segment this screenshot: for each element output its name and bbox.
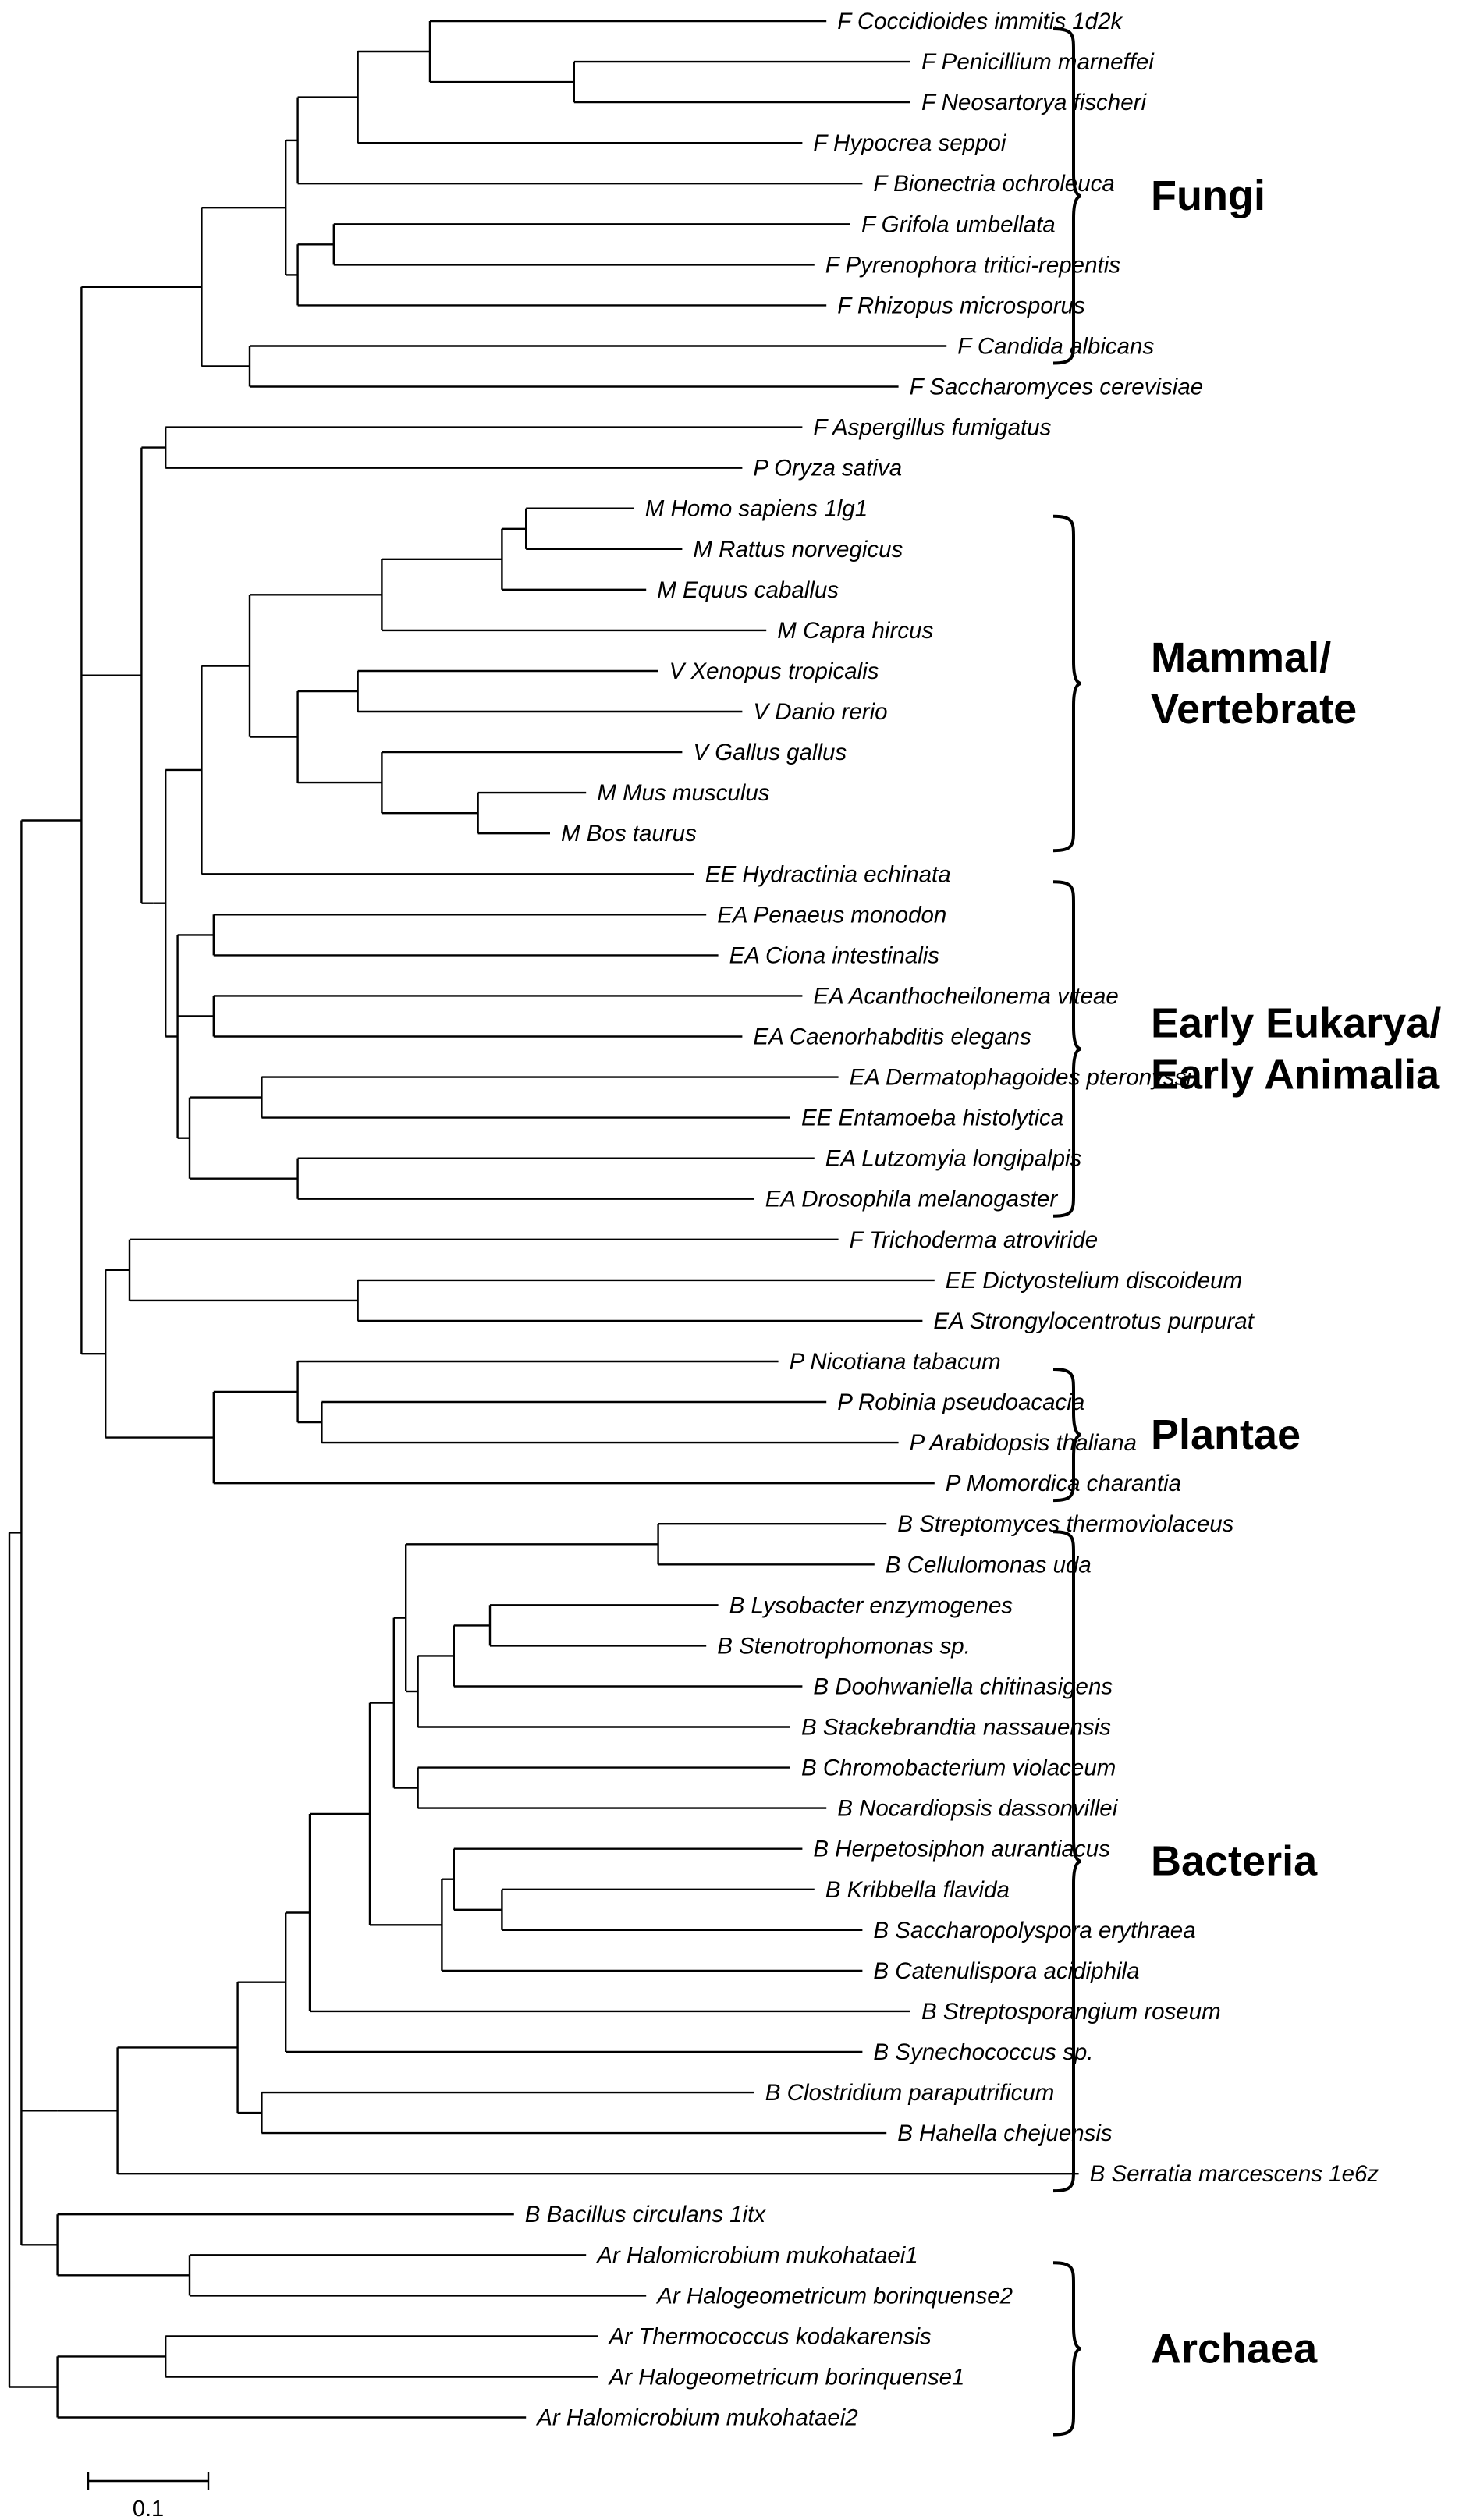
taxon-label: EA Acanthocheilonema viteae [813, 983, 1118, 1009]
taxon-label: EA Ciona intestinalis [729, 942, 940, 968]
taxon-label: EE Hydractinia echinata [705, 861, 951, 887]
taxon-label: EA Caenorhabditis elegans [753, 1024, 1031, 1050]
group-brace [1052, 1530, 1082, 2193]
taxon-label: V Gallus gallus [693, 740, 847, 765]
taxon-label: B Clostridium paraputrificum [765, 2080, 1055, 2106]
taxon-label: B Bacillus circulans 1itx [525, 2202, 766, 2227]
tree-branches [8, 20, 1079, 2419]
taxon-label: M Bos taurus [561, 821, 697, 847]
taxon-label: P Oryza sativa [753, 456, 902, 481]
taxon-label: Ar Halogeometricum borinquense1 [608, 2365, 965, 2390]
group-label: Early Eukarya/Early Animalia [1151, 1000, 1441, 1099]
group-label: Archaea [1151, 2325, 1318, 2372]
group-label: Fungi [1151, 172, 1265, 219]
taxon-label: B Stackebrandtia nassauensis [801, 1715, 1111, 1741]
taxon-label: M Mus musculus [597, 780, 770, 806]
group-brace [1052, 1367, 1082, 1503]
taxon-label: F Grifola umbellata [861, 211, 1056, 237]
taxon-label: M Homo sapiens 1lg1 [645, 496, 868, 522]
taxon-label: P Arabidopsis thaliana [910, 1430, 1137, 1456]
taxon-label: B Hahella chejuensis [897, 2121, 1113, 2146]
taxon-label: B Doohwaniella chitinasigens [813, 1674, 1113, 1700]
taxon-label: Ar Halogeometricum borinquense2 [655, 2283, 1013, 2309]
taxon-label: M Rattus norvegicus [693, 537, 903, 563]
taxon-label: F Rhizopus microsporus [837, 293, 1085, 318]
taxon-label: M Equus caballus [657, 577, 839, 603]
group-brace [1052, 880, 1082, 1218]
taxon-label: Ar Halomicrobium mukohataei1 [595, 2242, 918, 2268]
taxon-label: B Serratia marcescens 1e6z [1090, 2161, 1379, 2187]
taxon-label: B Synechococcus sp. [873, 2039, 1093, 2065]
group-label: Plantae [1151, 1411, 1301, 1458]
taxon-label: B Herpetosiphon aurantiacus [813, 1837, 1110, 1862]
taxon-label: EA Lutzomyia longipalpis [825, 1146, 1082, 1172]
taxon-label: F Pyrenophora tritici-repentis [825, 252, 1120, 278]
group-brackets: Fungi Mammal/Vertebrate Early Eukarya/Earl… [1052, 27, 1441, 2437]
taxon-label: EA Dermatophagoides pteronyssi [850, 1065, 1193, 1091]
taxon-label: F Bionectria ochroleuca [873, 171, 1114, 197]
scale-bar: 0.1 [87, 2472, 210, 2520]
taxon-label: Ar Thermococcus kodakarensis [608, 2323, 932, 2349]
taxon-label: F Trichoderma atroviride [850, 1227, 1099, 1253]
taxon-label: B Lysobacter enzymogenes [729, 1592, 1013, 1618]
taxon-label: B Catenulispora acidiphila [873, 1958, 1139, 1984]
group-brace [1052, 27, 1082, 365]
taxon-label: F Hypocrea seppoi [813, 130, 1007, 156]
taxon-label: F Neosartorya fischeri [921, 90, 1147, 115]
taxon-label: F Saccharomyces cerevisiae [910, 374, 1204, 400]
taxon-label: EA Strongylocentrotus purpurat [933, 1308, 1255, 1334]
taxon-label: B Nocardiopsis dassonvillei [837, 1796, 1119, 1822]
group-label: Bacteria [1151, 1838, 1318, 1885]
taxon-label: V Xenopus tropicalis [669, 658, 879, 684]
taxon-label: Ar Halomicrobium mukohataei2 [535, 2405, 858, 2431]
taxon-label: B Stenotrophomonas sp. [717, 1633, 971, 1659]
taxon-label: EE Dictyostelium discoideum [946, 1268, 1242, 1294]
taxon-label: P Momordica charantia [946, 1471, 1181, 1496]
group-brace [1052, 2261, 1082, 2437]
scale-bar-label: 0.1 [133, 2497, 164, 2520]
taxon-label: F Penicillium marneffei [921, 49, 1155, 75]
taxon-label: F Coccidioides immitis 1d2k [837, 9, 1123, 34]
taxon-label: P Nicotiana tabacum [790, 1349, 1001, 1375]
taxon-label: P Robinia pseudoacacia [837, 1390, 1084, 1415]
taxon-label: EE Entamoeba histolytica [801, 1106, 1063, 1131]
taxon-label: V Danio rerio [753, 699, 887, 725]
taxon-label: B Saccharopolyspora erythraea [873, 1918, 1195, 1943]
taxon-label: B Cellulomonas uda [886, 1552, 1092, 1578]
taxon-label: EA Drosophila melanogaster [765, 1187, 1059, 1212]
group-label: Mammal/Vertebrate [1151, 634, 1357, 733]
taxon-labels: F Coccidioides immitis 1d2k F Penicillium… [525, 9, 1379, 2431]
taxon-label: B Streptosporangium roseum [921, 1999, 1221, 2025]
taxon-label: F Aspergillus fumigatus [813, 415, 1051, 441]
taxon-label: M Capra hircus [777, 618, 933, 644]
taxon-label: B Chromobacterium violaceum [801, 1755, 1116, 1781]
group-brace [1052, 514, 1082, 853]
taxon-label: F Candida albicans [957, 334, 1154, 360]
taxon-label: EA Penaeus monodon [717, 902, 946, 928]
taxon-label: B Kribbella flavida [825, 1877, 1010, 1903]
